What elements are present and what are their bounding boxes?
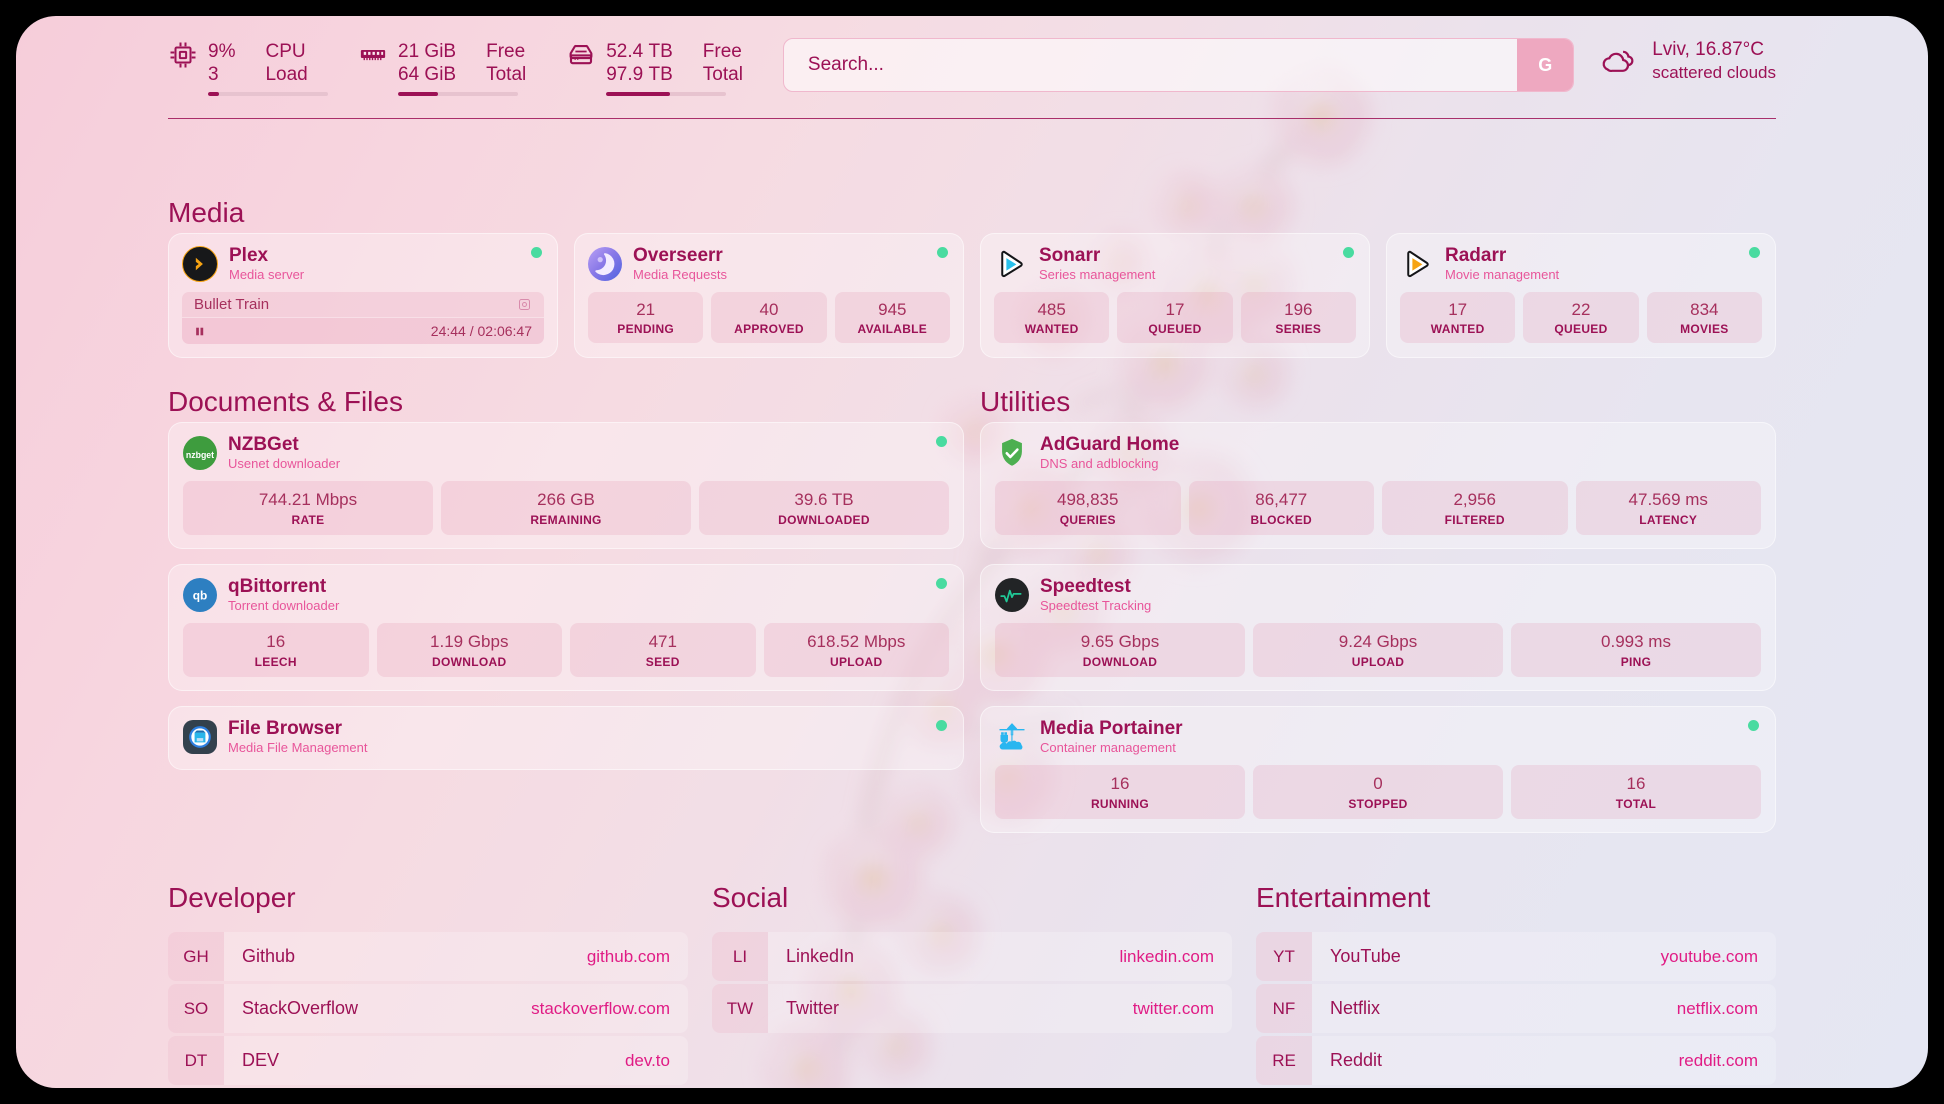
svg-text:qb: qb [193,588,208,602]
svg-text:nzbget: nzbget [186,450,214,460]
